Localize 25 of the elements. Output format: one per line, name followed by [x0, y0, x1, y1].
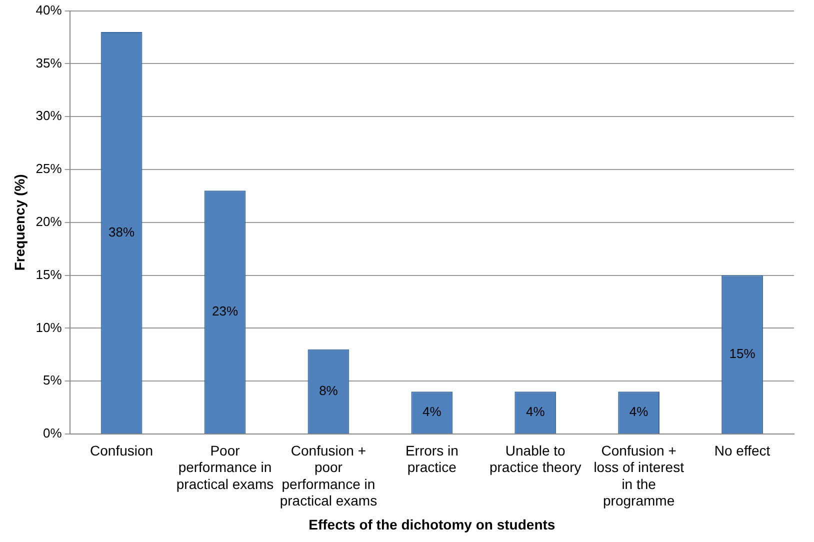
- x-axis-title: Effects of the dichotomy on students: [308, 516, 556, 532]
- data-label: 15%: [729, 346, 756, 361]
- y-tick-label: 5%: [43, 372, 62, 388]
- x-tick-label: Errors in practice: [405, 442, 458, 476]
- x-tick-label: Confusion: [90, 442, 154, 458]
- x-tick-label: Poor performance in practical exams: [176, 442, 274, 492]
- data-label: 23%: [212, 304, 238, 319]
- y-tick-label: 30%: [36, 108, 62, 124]
- data-label: 38%: [108, 224, 135, 240]
- data-label: 8%: [319, 383, 338, 398]
- data-label: 4%: [526, 404, 546, 420]
- y-tick-label: 35%: [36, 55, 62, 70]
- y-tick-label: 20%: [36, 214, 62, 229]
- y-tick-label: 10%: [36, 320, 62, 335]
- y-tick-label: 0%: [43, 426, 62, 441]
- x-tick-label: Confusion + loss of interest in the programme: [594, 442, 684, 509]
- y-tick-label: 15%: [36, 266, 62, 282]
- x-tick-label: Confusion + poor performance in practical exams: [280, 442, 378, 509]
- data-label: 4%: [629, 404, 649, 420]
- y-axis-title: Frequency (%): [11, 174, 28, 271]
- data-label: 4%: [422, 404, 442, 420]
- y-tick-label: 40%: [36, 2, 62, 18]
- x-tick-label: No effect: [714, 442, 770, 458]
- y-tick-label: 25%: [36, 161, 62, 176]
- x-tick-label: Unable to practice theory: [489, 442, 582, 476]
